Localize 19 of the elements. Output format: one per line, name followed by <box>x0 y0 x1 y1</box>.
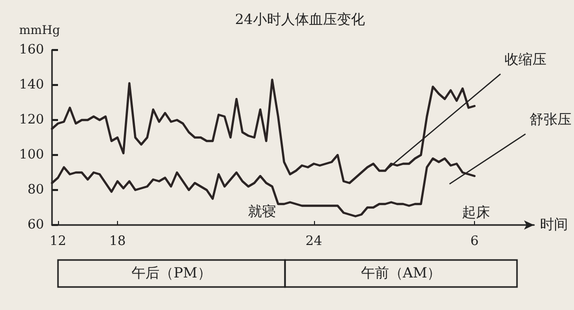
annotation: 起床 <box>462 205 490 221</box>
y-tick-label: 140 <box>19 78 44 92</box>
x-tick-label: 18 <box>109 234 126 249</box>
x-tick-label: 24 <box>306 234 322 249</box>
y-tick-label: 120 <box>19 112 44 128</box>
text: 午后（PM） <box>132 266 212 282</box>
text: 午前（AM） <box>360 266 442 282</box>
y-axis-title: mmHg <box>19 23 60 37</box>
y-tick-label: 160 <box>19 42 44 58</box>
chart-title: 24小时人体血压变化 <box>235 12 365 28</box>
y-tick-label: 100 <box>19 148 44 162</box>
x-tick-label: 6 <box>470 234 479 249</box>
annotation: 就寝 <box>248 204 276 220</box>
text: 收缩压 <box>504 52 546 68</box>
y-tick-label: 80 <box>27 182 44 198</box>
x-axis-title: 时间 <box>540 217 568 233</box>
x-tick-label: 12 <box>50 234 66 249</box>
y-tick-label: 60 <box>27 218 44 232</box>
text: 舒张压 <box>529 112 572 128</box>
